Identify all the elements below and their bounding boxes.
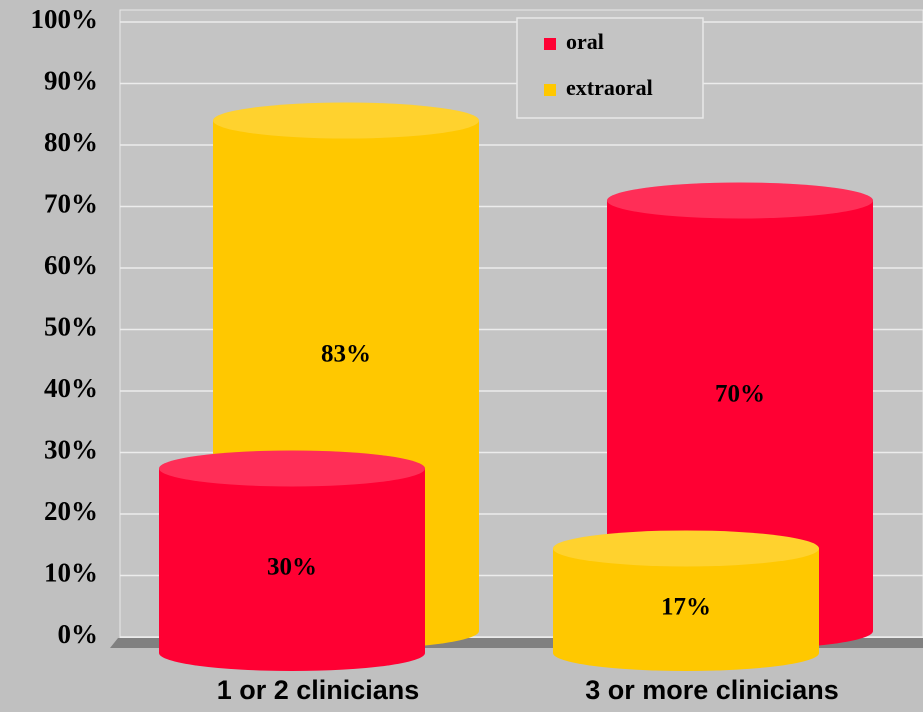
- y-tick-label: 30%: [44, 435, 98, 465]
- y-tick-label: 70%: [44, 189, 98, 219]
- y-tick-label: 100%: [31, 4, 99, 34]
- data-label: 17%: [661, 593, 711, 620]
- cylinder-top: [159, 450, 425, 487]
- legend-swatch: [544, 38, 556, 50]
- x-tick-label: 1 or 2 clinicians: [217, 675, 420, 705]
- cylinder-top: [607, 182, 873, 219]
- data-label: 83%: [321, 341, 371, 368]
- cylinder-top-shade: [213, 102, 479, 139]
- cylinder: [159, 450, 425, 671]
- cylinder-top-shade: [159, 450, 425, 487]
- x-tick-label: 3 or more clinicians: [585, 675, 839, 705]
- y-tick-label: 0%: [58, 619, 99, 649]
- cylinder-top: [213, 102, 479, 139]
- legend-label: extraoral: [566, 75, 653, 100]
- y-tick-label: 60%: [44, 250, 98, 280]
- legend-swatch: [544, 84, 556, 96]
- y-tick-label: 50%: [44, 312, 98, 342]
- y-tick-label: 90%: [44, 66, 98, 96]
- cylinder: [553, 530, 819, 671]
- y-tick-label: 20%: [44, 496, 98, 526]
- legend-box: [516, 17, 704, 119]
- data-label: 30%: [267, 553, 317, 580]
- cylinder-top-shade: [553, 530, 819, 567]
- cylinder-top: [553, 530, 819, 567]
- data-label: 70%: [715, 380, 765, 407]
- legend-label: oral: [566, 29, 604, 54]
- legend: oral extraoral: [516, 17, 704, 119]
- cylinder-top-shade: [607, 182, 873, 219]
- y-tick-label: 10%: [44, 558, 98, 588]
- y-tick-label: 80%: [44, 127, 98, 157]
- cylinder-body: [159, 468, 425, 653]
- bars: 83% 30% 70% 17%: [159, 102, 873, 671]
- y-tick-label: 40%: [44, 373, 98, 403]
